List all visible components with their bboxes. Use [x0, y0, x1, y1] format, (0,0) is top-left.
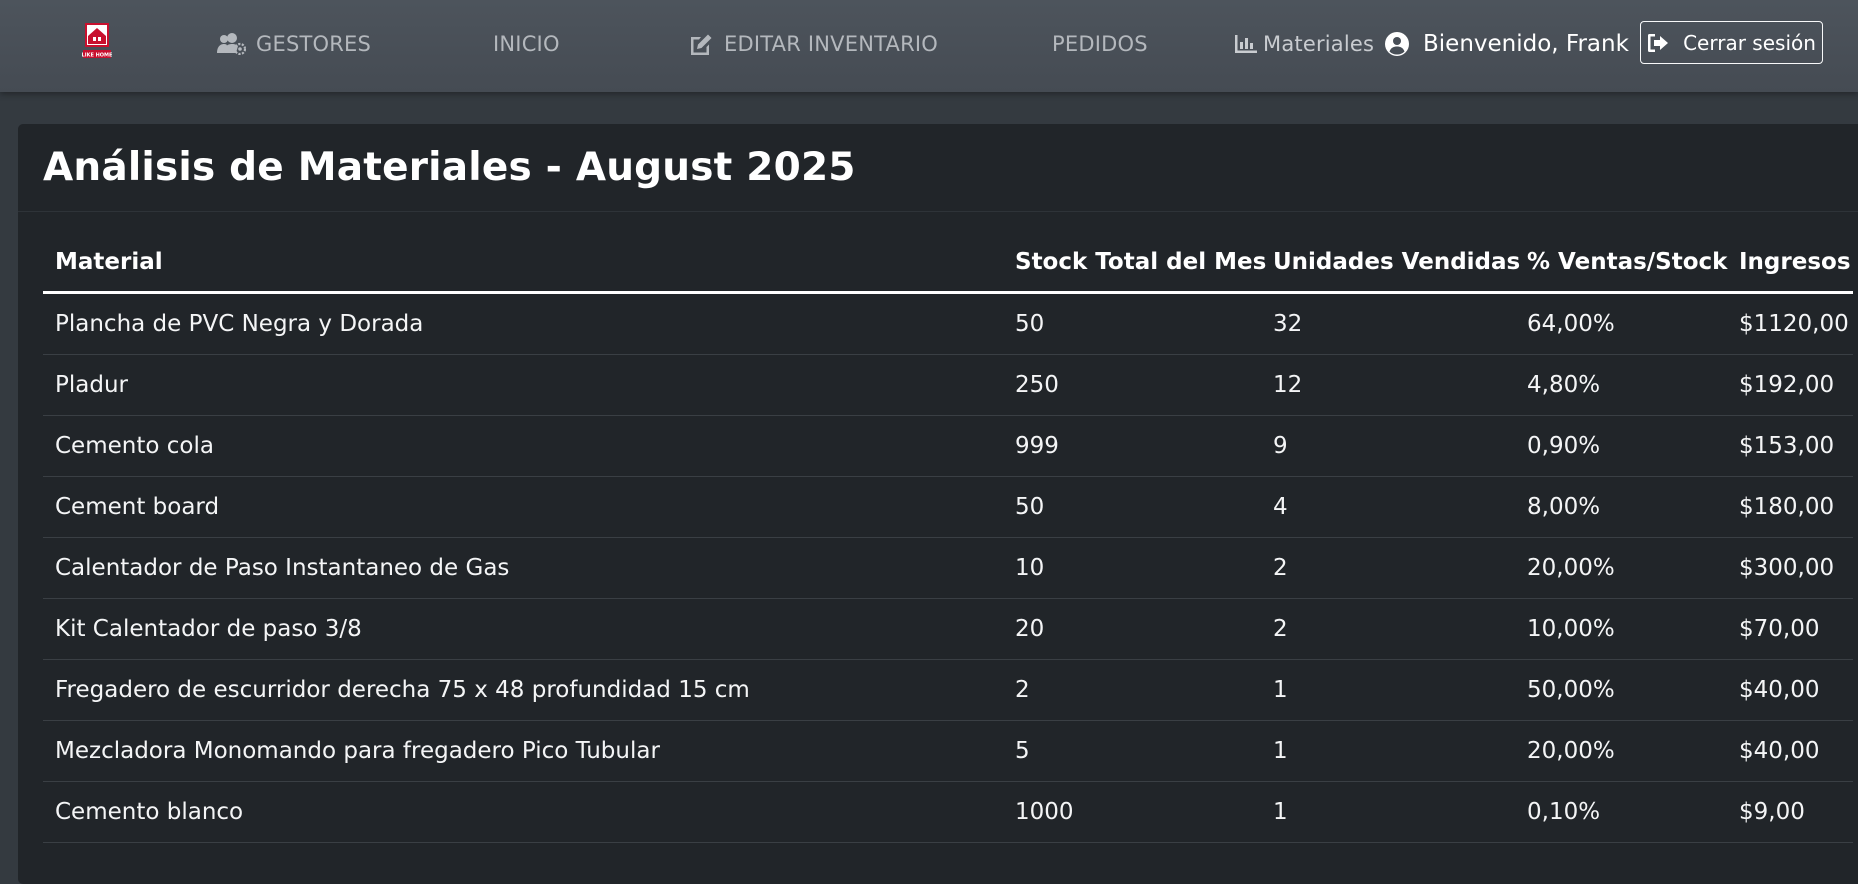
cell-material: Calentador de Paso Instantaneo de Gas — [43, 537, 1003, 599]
cell-material: Pladur — [43, 354, 1003, 416]
column-header-porcentaje: % Ventas/Stock — [1515, 232, 1727, 294]
cell-material: Cement board — [43, 476, 1003, 538]
cell-ingresos: $300,00 — [1727, 537, 1853, 599]
nav-editar-inventario[interactable]: EDITAR INVENTARIO — [688, 0, 938, 88]
cell-unidades: 9 — [1261, 415, 1515, 477]
table-row: Pladur 250 12 4,80% $192,00 — [43, 354, 1853, 416]
cell-unidades: 4 — [1261, 476, 1515, 538]
table-row: Fregadero de escurridor derecha 75 x 48 … — [43, 659, 1853, 721]
cell-porcentaje: 0,90% — [1515, 415, 1727, 477]
users-cog-icon — [216, 33, 246, 55]
edit-icon — [688, 32, 714, 56]
brand-logo[interactable]: LIKE HOME — [82, 20, 113, 60]
cell-ingresos: $40,00 — [1727, 659, 1853, 721]
nav-materiales-label: Materiales — [1263, 32, 1375, 56]
cell-unidades: 12 — [1261, 354, 1515, 416]
cell-stock: 5 — [1003, 720, 1261, 782]
table-row: Calentador de Paso Instantaneo de Gas 10… — [43, 537, 1853, 599]
cell-unidades: 2 — [1261, 598, 1515, 660]
cell-material: Mezcladora Monomando para fregadero Pico… — [43, 720, 1003, 782]
cell-unidades: 1 — [1261, 781, 1515, 843]
table-header-row: Material Stock Total del Mes Unidades Ve… — [43, 232, 1853, 294]
cell-ingresos: $9,00 — [1727, 781, 1853, 843]
cell-material: Cemento cola — [43, 415, 1003, 477]
cell-ingresos: $192,00 — [1727, 354, 1853, 416]
cell-porcentaje: 50,00% — [1515, 659, 1727, 721]
cell-porcentaje: 4,80% — [1515, 354, 1727, 416]
cell-stock: 999 — [1003, 415, 1261, 477]
nav-gestores-label: GESTORES — [256, 32, 372, 56]
cell-ingresos: $1120,00 — [1727, 292, 1853, 355]
cell-ingresos: $180,00 — [1727, 476, 1853, 538]
cell-porcentaje: 10,00% — [1515, 598, 1727, 660]
page-title: Análisis de Materiales - August 2025 — [43, 145, 856, 190]
cell-material: Cemento blanco — [43, 781, 1003, 843]
nav-editar-inventario-label: EDITAR INVENTARIO — [724, 32, 938, 56]
cell-stock: 50 — [1003, 476, 1261, 538]
cell-stock: 50 — [1003, 292, 1261, 355]
nav-pedidos[interactable]: PEDIDOS — [1052, 0, 1148, 88]
house-logo-icon: LIKE HOME — [82, 23, 113, 59]
cell-porcentaje: 20,00% — [1515, 537, 1727, 599]
cell-unidades: 1 — [1261, 720, 1515, 782]
cell-material: Fregadero de escurridor derecha 75 x 48 … — [43, 659, 1003, 721]
cell-porcentaje: 8,00% — [1515, 476, 1727, 538]
cell-porcentaje: 0,10% — [1515, 781, 1727, 843]
cell-material: Kit Calentador de paso 3/8 — [43, 598, 1003, 660]
chart-bar-icon — [1235, 34, 1257, 54]
nav-materiales[interactable]: Materiales — [1235, 0, 1374, 88]
cell-ingresos: $153,00 — [1727, 415, 1853, 477]
sign-out-icon — [1647, 33, 1669, 53]
cell-stock: 20 — [1003, 598, 1261, 660]
card-header: Análisis de Materiales - August 2025 — [18, 124, 1858, 212]
user-greeting-label: Bienvenido, Frank — [1423, 31, 1629, 57]
table-row: Cemento blanco 1000 1 0,10% $9,00 — [43, 781, 1853, 843]
nav-pedidos-label: PEDIDOS — [1052, 32, 1148, 56]
column-header-material: Material — [43, 232, 1003, 294]
materials-card: Análisis de Materiales - August 2025 Mat… — [18, 124, 1858, 884]
table-row: Mezcladora Monomando para fregadero Pico… — [43, 720, 1853, 782]
cell-unidades: 32 — [1261, 292, 1515, 355]
materials-table: Material Stock Total del Mes Unidades Ve… — [43, 232, 1853, 843]
table-row: Cemento cola 999 9 0,90% $153,00 — [43, 415, 1853, 477]
cell-stock: 2 — [1003, 659, 1261, 721]
cell-unidades: 1 — [1261, 659, 1515, 721]
column-header-unidades: Unidades Vendidas — [1261, 232, 1520, 294]
cell-porcentaje: 20,00% — [1515, 720, 1727, 782]
cell-ingresos: $70,00 — [1727, 598, 1853, 660]
column-header-ingresos: Ingresos — [1727, 232, 1853, 294]
table-row: Kit Calentador de paso 3/8 20 2 10,00% $… — [43, 598, 1853, 660]
cell-ingresos: $40,00 — [1727, 720, 1853, 782]
table-row: Plancha de PVC Negra y Dorada 50 32 64,0… — [43, 292, 1853, 355]
cell-unidades: 2 — [1261, 537, 1515, 599]
nav-inicio[interactable]: INICIO — [493, 0, 560, 88]
nav-inicio-label: INICIO — [493, 32, 560, 56]
cell-stock: 1000 — [1003, 781, 1261, 843]
column-header-stock: Stock Total del Mes — [1003, 232, 1266, 294]
cell-stock: 250 — [1003, 354, 1261, 416]
logout-label: Cerrar sesión — [1683, 30, 1816, 55]
user-circle-icon — [1385, 32, 1409, 56]
logout-button[interactable]: Cerrar sesión — [1640, 21, 1823, 64]
navbar: LIKE HOME GESTORES INICIO EDITAR INVENTA… — [0, 0, 1858, 92]
nav-gestores[interactable]: GESTORES — [216, 0, 371, 88]
cell-stock: 10 — [1003, 537, 1261, 599]
user-greeting: Bienvenido, Frank — [1385, 0, 1629, 88]
cell-material: Plancha de PVC Negra y Dorada — [43, 292, 1003, 355]
cell-porcentaje: 64,00% — [1515, 292, 1727, 355]
table-row: Cement board 50 4 8,00% $180,00 — [43, 476, 1853, 538]
svg-text:LIKE HOME: LIKE HOME — [82, 53, 112, 59]
